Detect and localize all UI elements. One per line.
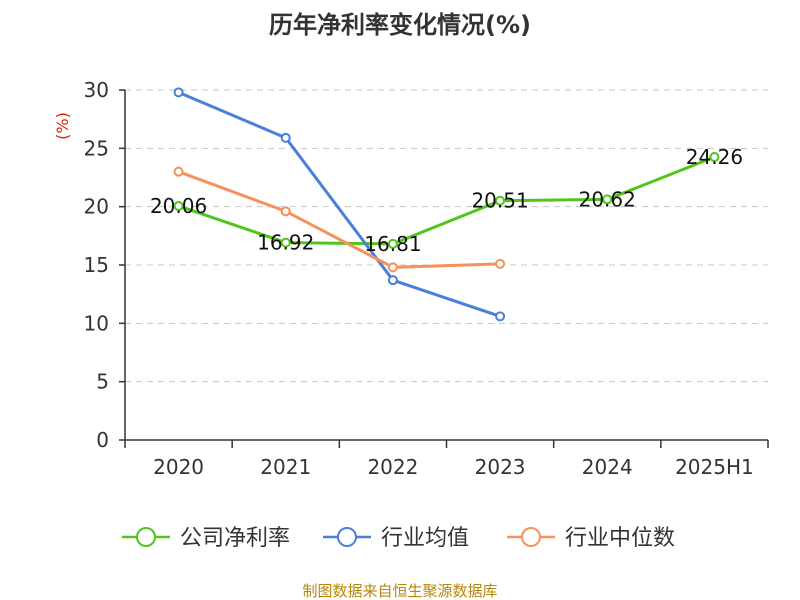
legend-marker-2 <box>521 527 541 547</box>
grid-lines <box>125 89 768 383</box>
y-tick-label: 25 <box>84 136 109 160</box>
data-point <box>173 166 184 177</box>
y-tick-label: 10 <box>84 311 109 335</box>
data-label: 16.81 <box>364 232 421 256</box>
legend-label-0: 公司净利率 <box>180 526 290 551</box>
x-tick-label: 2022 <box>367 455 418 479</box>
data-point <box>495 195 506 206</box>
data-point <box>280 132 291 143</box>
chart-title: 历年净利率变化情况(%) <box>269 11 531 39</box>
legend-marker-1 <box>337 527 357 547</box>
data-point <box>709 151 720 162</box>
data-point <box>495 258 506 269</box>
data-point <box>495 311 506 322</box>
data-label: 20.06 <box>150 194 207 218</box>
legend: 公司净利率 行业均值 行业中位数 <box>122 526 675 551</box>
series-line-2 <box>177 170 502 269</box>
y-tick-label: 15 <box>84 253 109 277</box>
x-tick-label: 2021 <box>260 455 311 479</box>
x-tick-label: 2023 <box>475 455 526 479</box>
y-tick-label: 20 <box>84 195 109 219</box>
series-group <box>173 87 720 322</box>
data-point <box>387 275 398 286</box>
legend-label-2: 行业中位数 <box>565 526 675 551</box>
data-labels: 20.06 16.92 16.81 20.51 20.62 24.26 <box>150 145 743 256</box>
legend-marker-0 <box>136 527 156 547</box>
y-tick-label: 0 <box>96 428 109 452</box>
series-line-1 <box>177 90 502 318</box>
x-tick-label: 2025H1 <box>675 455 754 479</box>
data-label: 16.92 <box>257 231 314 255</box>
data-label: 20.62 <box>579 187 636 211</box>
data-point <box>280 237 291 248</box>
series-line-0 <box>177 155 716 246</box>
data-point <box>387 262 398 273</box>
x-tick-label: 2020 <box>153 455 204 479</box>
legend-label-1: 行业均值 <box>381 526 469 551</box>
data-point <box>387 238 398 249</box>
data-point <box>173 200 184 211</box>
data-point <box>602 194 613 205</box>
data-point <box>173 87 184 98</box>
data-point <box>280 206 291 217</box>
x-tick-label: 2024 <box>582 455 633 479</box>
data-label: 24.26 <box>686 145 743 169</box>
y-tick-label: 30 <box>84 78 109 102</box>
y-tick-label: 5 <box>96 370 109 394</box>
data-label: 20.51 <box>471 189 528 213</box>
y-axis-label: (%) <box>53 112 72 140</box>
source-note: 制图数据来自恒生聚源数据库 <box>302 582 497 600</box>
axes: 0 5 10 15 20 25 30 2020 2021 2022 2023 2024 2025H1 <box>84 78 769 479</box>
